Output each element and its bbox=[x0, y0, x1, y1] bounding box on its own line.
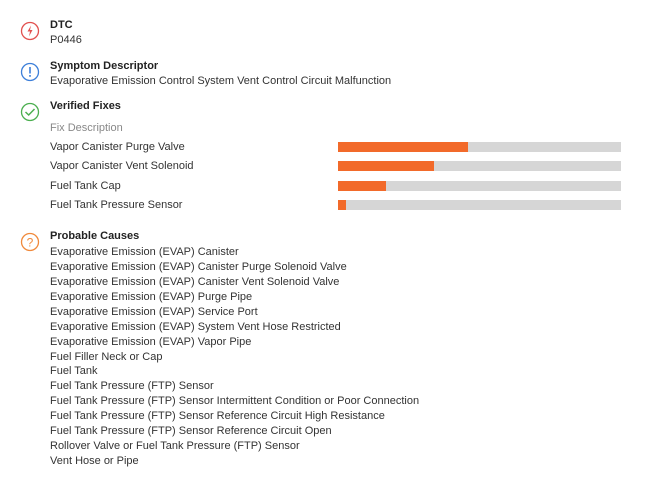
dtc-title: DTC bbox=[50, 19, 73, 31]
cause-item: Evaporative Emission (EVAP) Vapor Pipe bbox=[50, 335, 252, 348]
cause-item: Fuel Tank Pressure (FTP) Sensor Referenc… bbox=[50, 410, 385, 423]
cause-item: Evaporative Emission (EVAP) Canister Ven… bbox=[50, 275, 340, 288]
fix-name: Vapor Canister Vent Solenoid bbox=[50, 160, 194, 173]
fix-bar bbox=[338, 142, 469, 152]
cause-item: Evaporative Emission (EVAP) Canister bbox=[50, 246, 239, 258]
dtc-icon bbox=[20, 21, 40, 41]
symptom-icon bbox=[20, 62, 40, 82]
causes-title: Probable Causes bbox=[50, 230, 140, 242]
svg-text:?: ? bbox=[27, 236, 34, 250]
fix-bar bbox=[338, 161, 435, 172]
cause-item: Fuel Tank Pressure (FTP) Sensor bbox=[50, 380, 214, 393]
fixes-icon bbox=[20, 102, 40, 122]
dtc-code: P0446 bbox=[50, 34, 82, 46]
cause-item: Fuel Tank Pressure (FTP) Sensor Referenc… bbox=[50, 425, 332, 438]
fix-name: Vapor Canister Purge Valve bbox=[50, 141, 185, 153]
fixes-title: Verified Fixes bbox=[50, 100, 121, 112]
cause-item: Fuel Filler Neck or Cap bbox=[50, 350, 163, 363]
fix-name: Fuel Tank Cap bbox=[50, 179, 121, 192]
symptom-text: Evaporative Emission Control System Vent… bbox=[50, 75, 392, 87]
causes-icon: ? bbox=[20, 232, 40, 252]
fix-bar-track bbox=[338, 180, 621, 191]
fix-bar bbox=[338, 180, 387, 191]
cause-item: Evaporative Emission (EVAP) Service Port bbox=[50, 305, 258, 318]
cause-item: Fuel Tank bbox=[50, 365, 98, 378]
cause-item: Evaporative Emission (EVAP) System Vent … bbox=[50, 320, 341, 333]
cause-item: Rollover Valve or Fuel Tank Pressure (FT… bbox=[50, 440, 300, 453]
fix-bar-track bbox=[338, 161, 621, 172]
fix-bar-track bbox=[338, 200, 621, 211]
cause-item: Evaporative Emission (EVAP) Purge Pipe bbox=[50, 290, 253, 303]
fixes-column-header: Fix Description bbox=[50, 122, 123, 134]
fix-bar-track bbox=[338, 142, 621, 152]
symptom-title: Symptom Descriptor bbox=[50, 60, 159, 72]
cause-item: Vent Hose or Pipe bbox=[50, 455, 139, 468]
cause-item: Fuel Tank Pressure (FTP) Sensor Intermit… bbox=[50, 395, 420, 408]
cause-item: Evaporative Emission (EVAP) Canister Pur… bbox=[50, 260, 347, 273]
fix-name: Fuel Tank Pressure Sensor bbox=[50, 199, 183, 212]
fix-bar bbox=[338, 200, 347, 211]
